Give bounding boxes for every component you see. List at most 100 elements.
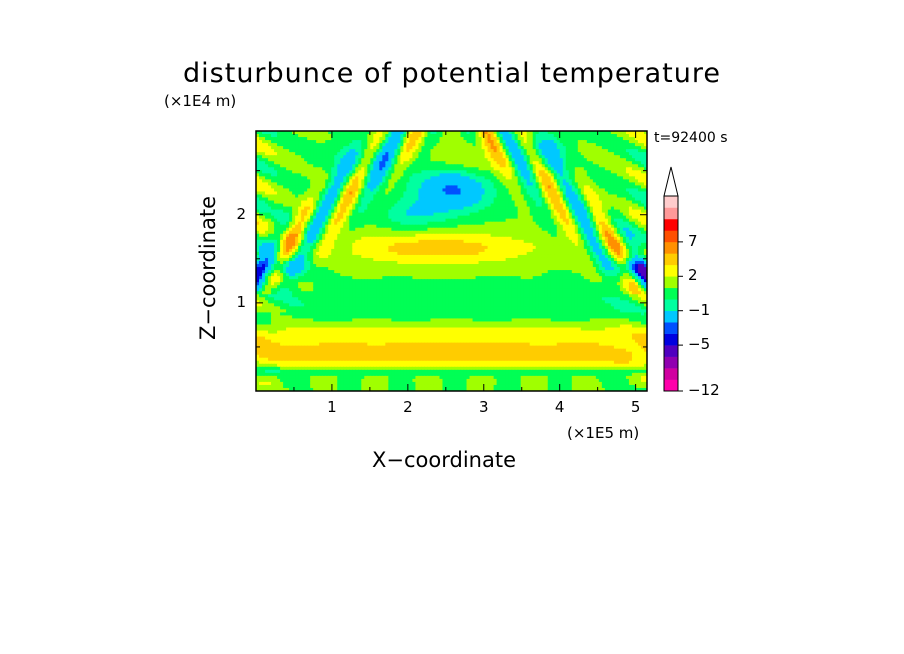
field-cell — [586, 227, 591, 232]
field-cell — [553, 155, 558, 159]
field-cell — [571, 194, 576, 199]
field-cell — [520, 185, 525, 190]
field-cell — [583, 233, 588, 238]
field-cell — [283, 176, 287, 180]
field-cell — [307, 209, 311, 214]
field-cell — [403, 170, 407, 174]
field-cell — [340, 137, 344, 141]
field-cell — [418, 203, 423, 208]
field-cell — [613, 161, 618, 165]
field-cell — [505, 236, 510, 241]
field-cell — [526, 149, 531, 153]
field-cell — [376, 212, 380, 217]
field-cell — [616, 167, 621, 171]
field-cell — [577, 137, 582, 141]
field-cell — [559, 236, 564, 241]
field-cell — [487, 134, 492, 138]
field-cell — [481, 152, 486, 156]
field-cell — [583, 161, 588, 165]
field-cell — [475, 212, 480, 217]
field-cell — [472, 194, 477, 199]
field-cell — [448, 149, 453, 153]
field-cell — [595, 140, 600, 144]
field-cell — [298, 206, 302, 211]
field-cell — [457, 152, 462, 156]
field-cell — [556, 203, 561, 208]
field-cell — [442, 212, 447, 217]
field-cell — [355, 245, 359, 250]
field-cell — [583, 155, 588, 159]
field-cell — [334, 179, 338, 183]
field-cell — [307, 194, 311, 199]
field-cell — [493, 206, 498, 211]
field-cell — [421, 185, 426, 190]
field-cell — [349, 188, 353, 193]
field-cell — [469, 155, 474, 159]
field-cell — [406, 188, 410, 193]
field-cell — [409, 170, 413, 174]
field-cell — [361, 227, 365, 232]
field-cell — [478, 167, 483, 171]
field-cell — [271, 188, 275, 193]
field-cell — [388, 236, 392, 241]
field-cell — [559, 203, 564, 208]
field-cell — [481, 224, 486, 229]
field-cell — [331, 245, 335, 250]
field-cell — [316, 131, 320, 135]
field-cell — [517, 188, 522, 193]
field-cell — [439, 146, 444, 150]
field-cell — [436, 182, 441, 187]
field-cell — [421, 212, 426, 217]
field-cell — [355, 161, 359, 165]
field-cell — [355, 200, 359, 205]
field-cell — [625, 203, 630, 208]
field-cell — [304, 200, 308, 205]
field-cell — [361, 191, 365, 196]
field-cell — [520, 146, 525, 150]
field-cell — [517, 140, 522, 144]
field-cell — [592, 146, 597, 150]
field-cell — [322, 239, 326, 244]
field-cell — [478, 131, 483, 135]
field-cell — [325, 245, 329, 250]
field-cell — [574, 218, 579, 223]
field-cell — [376, 173, 380, 177]
field-cell — [406, 239, 410, 244]
field-cell — [613, 170, 618, 174]
field-cell — [601, 200, 606, 205]
field-cell — [616, 194, 621, 199]
field-cell — [592, 194, 597, 199]
field-cell — [448, 143, 453, 147]
field-cell — [517, 206, 522, 211]
field-cell — [565, 203, 570, 208]
field-cell — [424, 134, 429, 138]
field-cell — [562, 215, 567, 220]
field-cell — [448, 173, 453, 177]
field-cell — [613, 179, 618, 183]
field-cell — [589, 143, 594, 147]
field-cell — [364, 164, 368, 168]
field-cell — [598, 149, 603, 153]
field-cell — [487, 146, 492, 150]
field-cell — [430, 131, 435, 135]
field-cell — [307, 236, 311, 241]
field-cell — [367, 155, 371, 159]
field-cell — [436, 149, 441, 153]
field-cell — [361, 242, 365, 247]
field-cell — [304, 224, 308, 229]
field-cell — [475, 161, 480, 165]
field-cell — [304, 167, 308, 171]
field-cell — [628, 137, 633, 141]
field-cell — [346, 179, 350, 183]
field-cell — [358, 203, 362, 208]
field-cell — [493, 173, 498, 177]
field-cell — [607, 152, 612, 156]
field-cell — [271, 203, 275, 208]
field-cell — [634, 158, 639, 162]
field-cell — [322, 185, 326, 190]
field-cell — [484, 140, 489, 144]
field-cell — [319, 149, 323, 153]
field-cell — [532, 167, 537, 171]
field-cell — [259, 137, 263, 141]
field-cell — [361, 230, 365, 235]
